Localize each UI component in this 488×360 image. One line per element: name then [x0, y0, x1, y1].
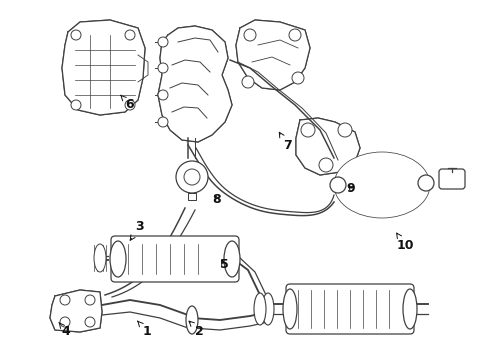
- Circle shape: [71, 100, 81, 110]
- Text: 5: 5: [219, 258, 228, 271]
- Circle shape: [158, 90, 168, 100]
- Circle shape: [60, 295, 70, 305]
- Text: 2: 2: [189, 321, 203, 338]
- Text: 8: 8: [212, 193, 221, 206]
- Circle shape: [158, 117, 168, 127]
- Polygon shape: [295, 118, 359, 175]
- FancyBboxPatch shape: [438, 169, 464, 189]
- Ellipse shape: [224, 241, 240, 277]
- Ellipse shape: [94, 244, 106, 272]
- Polygon shape: [158, 26, 231, 142]
- Circle shape: [60, 317, 70, 327]
- Polygon shape: [236, 20, 309, 90]
- Ellipse shape: [110, 241, 126, 277]
- Ellipse shape: [402, 289, 416, 329]
- Circle shape: [288, 29, 301, 41]
- FancyBboxPatch shape: [285, 284, 413, 334]
- Text: 7: 7: [279, 132, 291, 152]
- Circle shape: [125, 30, 135, 40]
- Text: 3: 3: [130, 220, 143, 240]
- Circle shape: [417, 175, 433, 191]
- Ellipse shape: [339, 157, 423, 213]
- Circle shape: [158, 63, 168, 73]
- Text: 4: 4: [59, 323, 70, 338]
- Polygon shape: [50, 290, 102, 332]
- Circle shape: [301, 123, 314, 137]
- Circle shape: [337, 123, 351, 137]
- Circle shape: [158, 37, 168, 47]
- Circle shape: [242, 76, 253, 88]
- Ellipse shape: [283, 289, 296, 329]
- Circle shape: [318, 158, 332, 172]
- Circle shape: [176, 161, 207, 193]
- Text: 9: 9: [346, 182, 355, 195]
- Circle shape: [291, 72, 304, 84]
- Circle shape: [85, 295, 95, 305]
- Circle shape: [183, 169, 200, 185]
- Circle shape: [125, 100, 135, 110]
- Circle shape: [329, 177, 346, 193]
- Ellipse shape: [253, 293, 265, 325]
- Text: 1: 1: [137, 321, 151, 338]
- Text: 10: 10: [395, 233, 413, 252]
- Circle shape: [85, 317, 95, 327]
- Text: 6: 6: [120, 95, 134, 111]
- Circle shape: [244, 29, 256, 41]
- Ellipse shape: [333, 152, 429, 218]
- FancyBboxPatch shape: [111, 236, 239, 282]
- Polygon shape: [62, 20, 145, 115]
- Circle shape: [71, 30, 81, 40]
- Ellipse shape: [185, 306, 198, 334]
- Ellipse shape: [262, 293, 273, 325]
